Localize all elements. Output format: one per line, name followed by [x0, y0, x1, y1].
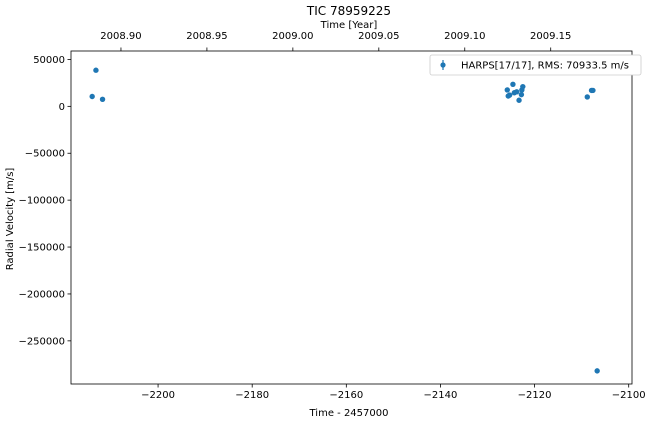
x-axis-label: Time - 2457000 — [309, 408, 389, 419]
y-tick-label: 50000 — [33, 55, 65, 66]
data-point — [516, 97, 522, 103]
legend-box — [429, 54, 642, 76]
x-tick-label: −2180 — [235, 390, 269, 401]
data-point — [590, 87, 596, 94]
plot-area — [89, 67, 600, 374]
data-point — [89, 93, 95, 100]
top-x-tick-label: 2008.95 — [186, 31, 227, 42]
y-axis-label: Radial Velocity [m/s] — [5, 168, 16, 271]
data-point — [518, 91, 525, 98]
top-x-tick-label: 2009.05 — [358, 31, 399, 42]
y-tick-label: −50000 — [25, 149, 65, 160]
x-tick-label: −2140 — [424, 390, 458, 401]
y-tick-label: −150000 — [18, 243, 65, 254]
data-point — [520, 83, 526, 90]
top-x-tick-label: 2009.10 — [444, 31, 485, 42]
top-x-tick-label: 2009.00 — [272, 31, 313, 42]
y-tick-label: 0 — [59, 102, 65, 113]
x-tick-label: −2120 — [518, 390, 552, 401]
y-tick-label: −250000 — [18, 336, 65, 347]
data-point — [513, 89, 520, 95]
data-point — [510, 81, 516, 88]
x-tick-label: −2200 — [141, 390, 175, 401]
data-point — [506, 92, 513, 98]
data-point — [594, 368, 600, 374]
data-point — [584, 94, 590, 100]
plot-frame — [70, 50, 633, 385]
top-x-tick-label: 2008.90 — [100, 31, 141, 42]
data-point — [504, 87, 510, 93]
top-x-tick-label: 2009.15 — [530, 31, 571, 42]
top-x-axis-label: Time [Year] — [320, 20, 378, 31]
x-tick-label: −2100 — [612, 390, 646, 401]
legend-label: HARPS[17/17], RMS: 70933.5 m/s — [461, 61, 629, 72]
legend: HARPS[17/17], RMS: 70933.5 m/s — [429, 54, 642, 76]
data-point — [93, 67, 99, 73]
x-tick-label: −2160 — [329, 390, 363, 401]
data-point — [99, 96, 106, 103]
chart-title: TIC 78959225 — [306, 4, 391, 18]
y-tick-label: −100000 — [18, 196, 65, 207]
y-tick-label: −200000 — [18, 289, 65, 300]
legend-marker — [440, 62, 446, 68]
